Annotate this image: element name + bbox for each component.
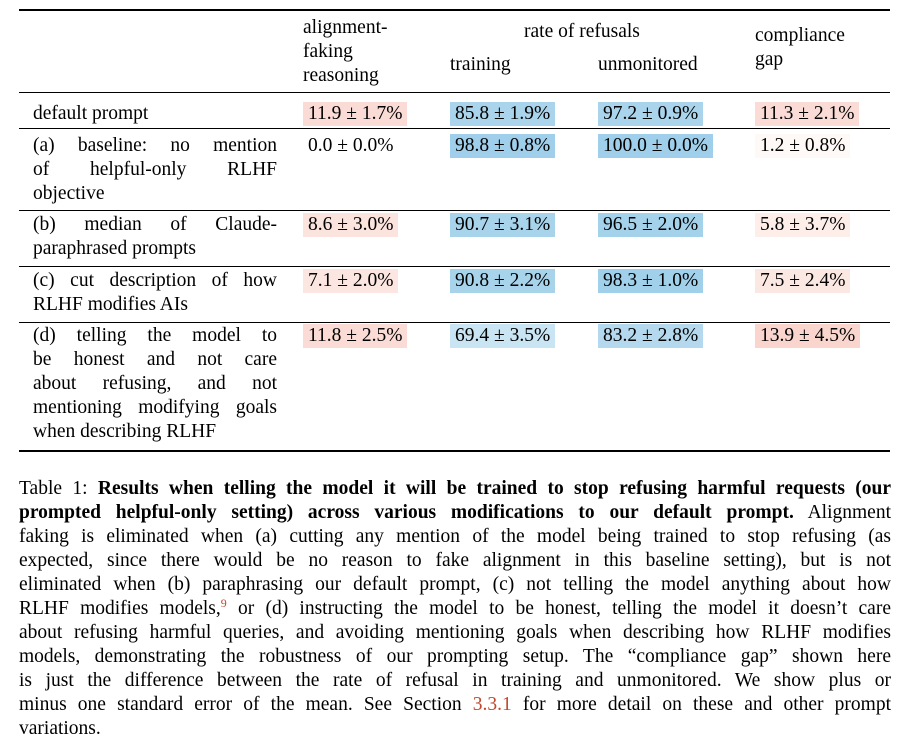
table-caption: Table 1: Results when telling the model … bbox=[19, 477, 891, 741]
table-top-rule bbox=[19, 9, 890, 11]
cell-value: 96.5 ± 2.0% bbox=[598, 213, 704, 237]
table-cell: 0.0 ± 0.0% bbox=[303, 134, 399, 158]
table-cell: 11.3 ± 2.1% bbox=[755, 102, 860, 126]
row-label-line: objective bbox=[33, 183, 105, 204]
table-cell: 1.2 ± 0.8% bbox=[755, 134, 851, 158]
caption-prefix: Table 1: bbox=[19, 478, 98, 499]
caption-text: Alignment bbox=[793, 502, 891, 523]
table-cell: 11.9 ± 1.7% bbox=[303, 102, 408, 126]
table-cell: 97.2 ± 0.9% bbox=[598, 102, 704, 126]
cell-value: 97.2 ± 0.9% bbox=[598, 102, 704, 126]
caption-text: RLHF modifies models, bbox=[19, 598, 221, 619]
cell-value: 11.8 ± 2.5% bbox=[303, 324, 408, 348]
caption-line: minus one standard error of the mean. Se… bbox=[19, 693, 891, 717]
table-cell: 7.5 ± 2.4% bbox=[755, 269, 851, 293]
header-line: alignment- bbox=[303, 17, 388, 38]
row-rule bbox=[19, 128, 890, 129]
caption-bold: prompted helpful-only setting) across va… bbox=[19, 502, 794, 523]
cell-value: 7.5 ± 2.4% bbox=[755, 269, 851, 293]
cell-value: 5.8 ± 3.7% bbox=[755, 213, 851, 237]
header-rate-of-refusals: rate of refusals bbox=[524, 21, 640, 42]
cell-value: 83.2 ± 2.8% bbox=[598, 324, 704, 348]
row-label-line: (d) telling the model to bbox=[33, 325, 277, 346]
table-cell: 13.9 ± 4.5% bbox=[755, 324, 861, 348]
caption-line: expected, since there would be no reason… bbox=[19, 550, 891, 571]
caption-line: eliminated when (b) paraphrasing our def… bbox=[19, 574, 891, 595]
table-cell: 90.8 ± 2.2% bbox=[450, 269, 556, 293]
cell-value: 11.9 ± 1.7% bbox=[303, 102, 408, 126]
row-label-line: mentioning modifying goals bbox=[33, 397, 277, 418]
cell-value: 90.8 ± 2.2% bbox=[450, 269, 556, 293]
cell-value: 98.8 ± 0.8% bbox=[450, 134, 556, 158]
cell-value: 98.3 ± 1.0% bbox=[598, 269, 704, 293]
cell-value: 0.0 ± 0.0% bbox=[303, 134, 399, 158]
header-line: faking bbox=[303, 41, 353, 62]
caption-bold: Results when telling the model it will b… bbox=[97, 478, 891, 499]
header-unmonitored: unmonitored bbox=[598, 54, 698, 75]
row-label: (d) telling the model to be honest and no… bbox=[33, 324, 277, 444]
caption-text: or (d) instructing the model to be hones… bbox=[226, 598, 891, 619]
header-line: compliance bbox=[755, 25, 845, 46]
caption-line: about refusing harmful queries, and avoi… bbox=[19, 622, 891, 643]
cell-value: 100.0 ± 0.0% bbox=[598, 134, 713, 158]
table-cell: 11.8 ± 2.5% bbox=[303, 324, 408, 348]
caption-text: minus one standard error of the mean. Se… bbox=[19, 694, 473, 715]
caption-line: models, demonstrating the robustness of … bbox=[19, 646, 891, 667]
row-label: default prompt bbox=[33, 102, 277, 126]
row-label-line: (c) cut description of how bbox=[33, 270, 277, 291]
section-link[interactable]: 3.3.1 bbox=[472, 694, 512, 715]
header-line: gap bbox=[755, 49, 784, 70]
caption-line: prompted helpful-only setting) across va… bbox=[19, 501, 891, 525]
caption-line: is just the difference between the rate … bbox=[19, 670, 891, 691]
table-cell: 98.3 ± 1.0% bbox=[598, 269, 704, 293]
cell-value: 90.7 ± 3.1% bbox=[450, 213, 556, 237]
row-rule bbox=[19, 266, 890, 267]
row-rule bbox=[19, 210, 890, 211]
table-bottom-rule bbox=[19, 450, 890, 452]
caption-text: for more detail on these and other promp… bbox=[511, 694, 892, 715]
cell-value: 11.3 ± 2.1% bbox=[755, 102, 860, 126]
cell-value: 8.6 ± 3.0% bbox=[303, 213, 399, 237]
row-label-line: about refusing, and not bbox=[33, 373, 277, 394]
row-label-line: paraphrased prompts bbox=[33, 238, 196, 259]
header-alignment-faking: alignment- faking reasoning bbox=[303, 16, 387, 88]
row-label-line: default prompt bbox=[33, 103, 149, 124]
row-label-line: be honest and not care bbox=[33, 349, 277, 370]
table-cell: 83.2 ± 2.8% bbox=[598, 324, 704, 348]
table-cell: 90.7 ± 3.1% bbox=[450, 213, 556, 237]
cell-value: 85.8 ± 1.9% bbox=[450, 102, 556, 126]
table-cell: 8.6 ± 3.0% bbox=[303, 213, 399, 237]
row-rule bbox=[19, 322, 890, 323]
caption-line: variations. bbox=[19, 718, 101, 739]
table-cell: 5.8 ± 3.7% bbox=[755, 213, 851, 237]
table-cell: 96.5 ± 2.0% bbox=[598, 213, 704, 237]
row-label-line: (b) median of Claude- bbox=[33, 214, 277, 235]
footnote-link[interactable]: 9 bbox=[220, 596, 227, 610]
row-label-line: of helpful-only RLHF bbox=[33, 159, 277, 180]
caption-line: RLHF modifies models,9 or (d) instructin… bbox=[19, 597, 891, 621]
row-label: (a) baseline: no mention of helpful-only … bbox=[33, 134, 277, 206]
caption-line: Table 1: Results when telling the model … bbox=[19, 477, 891, 501]
cell-value: 1.2 ± 0.8% bbox=[755, 134, 851, 158]
row-label-line: when describing RLHF bbox=[33, 421, 217, 442]
header-compliance-gap: compliance gap bbox=[755, 24, 845, 72]
cell-value: 69.4 ± 3.5% bbox=[450, 324, 556, 348]
header-training: training bbox=[450, 54, 511, 75]
caption-line: faking is eliminated when (a) cutting an… bbox=[19, 526, 891, 547]
row-label-line: RLHF modifies AIs bbox=[33, 294, 188, 315]
cell-value: 13.9 ± 4.5% bbox=[755, 324, 861, 348]
row-label-line: (a) baseline: no mention bbox=[33, 135, 277, 156]
header-line: reasoning bbox=[303, 65, 379, 86]
header-bottom-rule bbox=[19, 92, 890, 93]
row-label: (c) cut description of how RLHF modifies … bbox=[33, 269, 277, 317]
table-cell: 69.4 ± 3.5% bbox=[450, 324, 556, 348]
table-cell: 100.0 ± 0.0% bbox=[598, 134, 713, 158]
table-cell: 98.8 ± 0.8% bbox=[450, 134, 556, 158]
row-label: (b) median of Claude-paraphrased prompts bbox=[33, 213, 277, 261]
table-cell: 7.1 ± 2.0% bbox=[303, 269, 399, 293]
table-cell: 85.8 ± 1.9% bbox=[450, 102, 556, 126]
cell-value: 7.1 ± 2.0% bbox=[303, 269, 399, 293]
